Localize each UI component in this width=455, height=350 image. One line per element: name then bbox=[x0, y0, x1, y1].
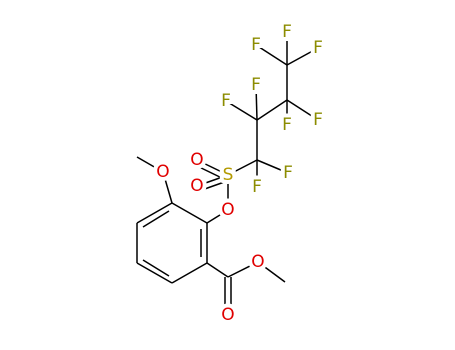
atom-label: F bbox=[313, 110, 323, 130]
atom-label: F bbox=[252, 177, 262, 197]
atom-label: S bbox=[223, 165, 234, 185]
atom-label: F bbox=[282, 22, 292, 42]
atom-label: F bbox=[251, 75, 261, 95]
atom-label: O bbox=[251, 252, 264, 272]
atom-label: F bbox=[221, 91, 231, 111]
atom-labels: O O S O O F F F F F F F F F O O bbox=[152, 18, 327, 329]
atom-label: O bbox=[221, 200, 234, 220]
atom-label: F bbox=[282, 115, 292, 135]
bonds bbox=[136, 32, 319, 315]
atom-label: F bbox=[313, 38, 323, 58]
atom-label: O bbox=[156, 162, 169, 182]
atom-label: F bbox=[283, 163, 293, 183]
atom-label: O bbox=[221, 305, 234, 325]
atom-label: F bbox=[251, 35, 261, 55]
atom-label: O bbox=[190, 176, 203, 196]
atom-label: O bbox=[190, 150, 203, 170]
